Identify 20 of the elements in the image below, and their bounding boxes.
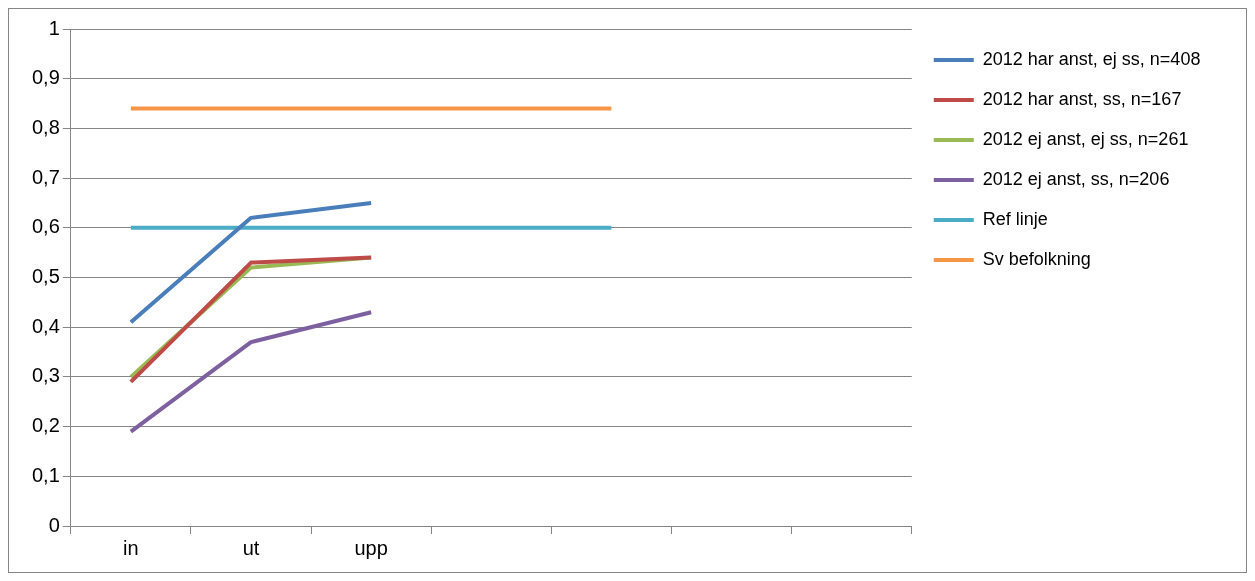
y-tick-label: 0,5 <box>31 265 60 288</box>
y-tick-label: 0,2 <box>31 414 60 437</box>
y-tick-label: 0,1 <box>31 463 60 486</box>
legend-label: 2012 ej anst, ss, n=206 <box>982 168 1170 189</box>
legend-label: Ref linje <box>982 208 1048 229</box>
y-tick-label: 0,9 <box>31 66 60 89</box>
x-tick-label: in <box>123 536 139 559</box>
legend-label: 2012 har anst, ss, n=167 <box>982 88 1182 109</box>
y-tick-label: 0 <box>48 513 60 536</box>
y-tick-label: 1 <box>48 16 60 39</box>
y-tick-label: 0,7 <box>31 165 60 188</box>
legend-label: Sv befolkning <box>982 248 1091 269</box>
y-tick-label: 0,6 <box>31 215 60 238</box>
x-tick-label: upp <box>354 536 388 559</box>
y-tick-label: 0,3 <box>31 364 60 387</box>
x-tick-label: ut <box>242 536 260 559</box>
legend-label: 2012 ej anst, ej ss, n=261 <box>982 128 1189 149</box>
legend-label: 2012 har anst, ej ss, n=408 <box>982 48 1201 69</box>
y-tick-label: 0,8 <box>31 115 60 138</box>
y-tick-label: 0,4 <box>31 314 60 337</box>
